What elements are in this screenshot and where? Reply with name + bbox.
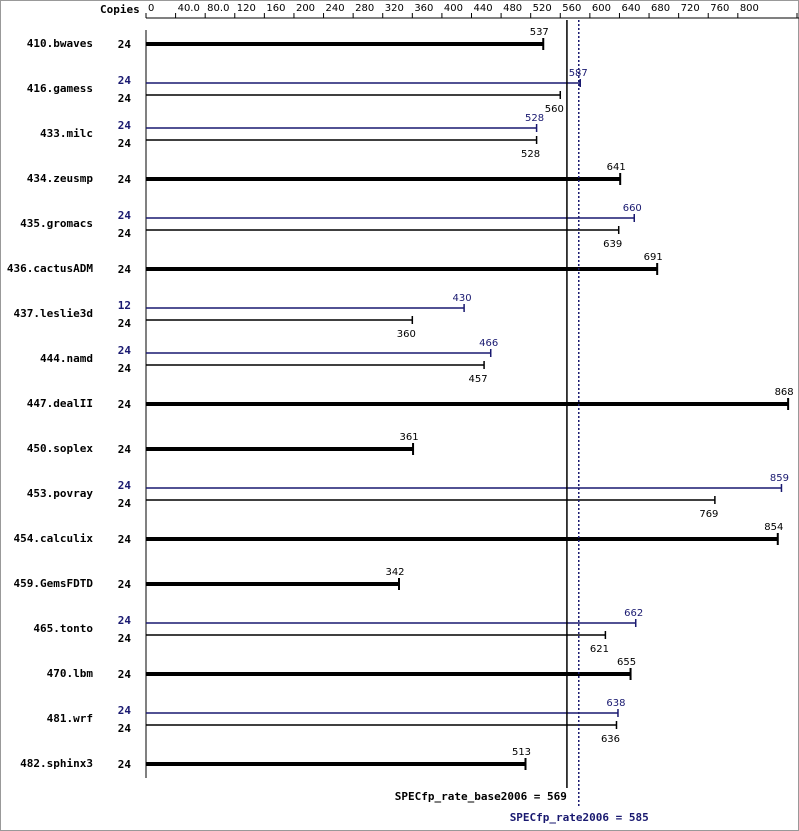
base-value-label: 528 [521,149,540,160]
copies-header: Copies [100,3,140,16]
category-label: 416.gamess [27,82,93,95]
category-label: 481.wrf [47,712,93,725]
category-label: 410.bwaves [27,37,93,50]
base-value-label: 769 [699,509,718,520]
x-tick-label: 720 [681,3,700,14]
x-tick-label: 800 [740,3,759,14]
peak-copies: 24 [118,74,132,87]
x-tick-label: 280 [355,3,374,14]
x-tick-label: 200 [296,3,315,14]
peak-value-label: 662 [624,608,643,619]
x-tick-label: 120 [237,3,256,14]
category-label: 454.calculix [14,532,94,545]
peak-copies: 24 [118,344,132,357]
base-value-label: 868 [775,387,794,398]
peak-copies: 12 [118,299,131,312]
x-tick-label: 160 [266,3,285,14]
base-copies: 24 [118,578,132,591]
peak-value-label: 859 [770,473,789,484]
base-value-label: 691 [644,252,663,263]
x-tick-label: 320 [385,3,404,14]
x-tick-label: 760 [710,3,729,14]
x-tick-label: 560 [562,3,581,14]
base-copies: 24 [118,632,132,645]
reference-label: SPECfp_rate_base2006 = 569 [395,790,567,803]
base-value-label: 639 [603,239,622,250]
x-tick-label: 480 [503,3,522,14]
category-label: 470.lbm [47,667,94,680]
peak-value-label: 528 [525,113,544,124]
base-value-label: 361 [400,432,419,443]
category-label: 450.soplex [27,442,94,455]
x-tick-label: 640 [621,3,640,14]
base-copies: 24 [118,497,132,510]
x-tick-label: 600 [592,3,611,14]
base-value-label: 636 [601,734,620,745]
base-value-label: 360 [397,329,416,340]
base-copies: 24 [118,398,132,411]
peak-value-label: 466 [479,338,498,349]
peak-copies: 24 [118,614,132,627]
base-copies: 24 [118,533,132,546]
peak-copies: 24 [118,704,132,717]
base-value-label: 537 [530,27,549,38]
category-label: 435.gromacs [20,217,93,230]
category-label: 459.GemsFDTD [14,577,94,590]
base-copies: 24 [118,38,132,51]
peak-value-label: 638 [606,698,625,709]
base-copies: 24 [118,263,132,276]
base-copies: 24 [118,722,132,735]
x-tick-label: 680 [651,3,670,14]
base-value-label: 621 [590,644,609,655]
base-copies: 24 [118,758,132,771]
category-label: 434.zeusmp [27,172,94,185]
x-tick-label: 440 [474,3,493,14]
base-copies: 24 [118,137,132,150]
category-label: 465.tonto [33,622,93,635]
base-copies: 24 [118,227,132,240]
x-tick-label: 80.0 [207,3,229,14]
base-value-label: 854 [764,522,783,533]
base-copies: 24 [118,443,132,456]
base-value-label: 641 [607,162,626,173]
base-value-label: 560 [545,104,564,115]
peak-copies: 24 [118,209,132,222]
x-tick-label: 520 [533,3,552,14]
base-value-label: 457 [469,374,488,385]
x-tick-label: 40.0 [178,3,200,14]
category-label: 444.namd [40,352,93,365]
base-value-label: 513 [512,747,531,758]
category-label: 437.leslie3d [14,307,93,320]
x-tick-label: 360 [414,3,433,14]
x-tick-label: 400 [444,3,463,14]
peak-value-label: 430 [453,293,472,304]
base-value-label: 655 [617,657,636,668]
x-tick-label: 240 [326,3,345,14]
base-copies: 24 [118,317,132,330]
base-value-label: 342 [385,567,404,578]
base-copies: 24 [118,92,132,105]
peak-copies: 24 [118,479,132,492]
peak-copies: 24 [118,119,132,132]
base-copies: 24 [118,668,132,681]
base-copies: 24 [118,173,132,186]
reference-label: SPECfp_rate2006 = 585 [510,811,649,824]
category-label: 482.sphinx3 [20,757,93,770]
x-tick-label: 0 [148,3,154,14]
base-copies: 24 [118,362,132,375]
peak-value-label: 660 [623,203,642,214]
category-label: 433.milc [40,127,93,140]
category-label: 436.cactusADM [7,262,93,275]
category-label: 453.povray [27,487,94,500]
category-label: 447.dealII [27,397,93,410]
